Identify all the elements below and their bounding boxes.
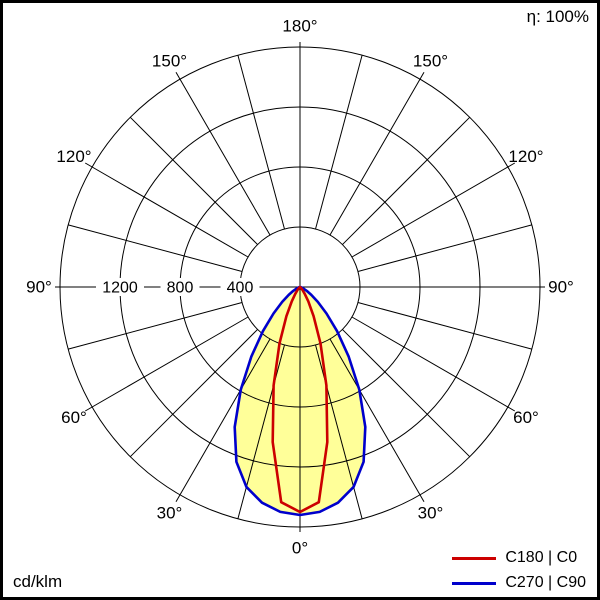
- grid-spoke: [351, 316, 516, 412]
- angle-label: 90°: [548, 278, 574, 297]
- grid-spoke: [315, 344, 363, 519]
- grid-spoke: [342, 329, 471, 458]
- angle-label: 150°: [413, 52, 448, 71]
- grid-spoke: [357, 224, 532, 272]
- grid-spoke: [237, 344, 285, 519]
- grid-spoke: [351, 162, 516, 258]
- grid-spoke: [342, 116, 471, 245]
- grid-spoke: [84, 162, 249, 258]
- angle-label: 120°: [56, 147, 91, 166]
- unit-label: cd/klm: [13, 572, 63, 591]
- grid-spoke: [129, 116, 258, 245]
- grid-spoke: [175, 71, 271, 236]
- ring-label-mask: [220, 278, 260, 296]
- grid-spoke: [175, 338, 271, 503]
- grid-spoke: [84, 316, 249, 412]
- grid-spoke: [329, 71, 425, 236]
- grid-spoke: [357, 302, 532, 350]
- angle-label: 0°: [292, 539, 308, 558]
- legend-swatch-c270-c90: [452, 581, 497, 585]
- angle-label: 60°: [513, 408, 539, 427]
- legend-label-c270-c90: C270 | C90: [505, 574, 586, 591]
- legend-swatch-c180-c0: [452, 556, 497, 560]
- grid-spoke: [129, 329, 258, 458]
- angle-label: 30°: [157, 504, 183, 523]
- curve-c180-c0: [271, 285, 329, 514]
- curve-c270-c90: [233, 285, 367, 517]
- grid-spoke: [237, 55, 285, 230]
- grid-spoke: [329, 338, 425, 503]
- grid-spoke: [68, 224, 243, 272]
- grid-spoke: [68, 302, 243, 350]
- angle-label: 120°: [508, 147, 543, 166]
- grid-spoke: [315, 55, 363, 230]
- legend-label-c180-c0: C180 | C0: [505, 549, 578, 566]
- legend-item-c180-c0: C180 | C0: [452, 549, 586, 567]
- angle-label: 60°: [61, 408, 87, 427]
- ring-label-mask: [160, 278, 200, 296]
- angle-label: 180°: [282, 17, 317, 36]
- ring-label: 800: [167, 280, 194, 297]
- angle-label: 150°: [152, 52, 187, 71]
- legend: C180 | C0 C270 | C90: [452, 549, 586, 592]
- efficiency-label: η: 100%: [526, 7, 589, 26]
- ring-label: 400: [227, 280, 254, 297]
- ring-label-mask: [96, 278, 144, 296]
- ring-label: 1200: [102, 280, 138, 297]
- angle-label: 30°: [418, 504, 444, 523]
- angle-label: 90°: [26, 278, 52, 297]
- legend-item-c270-c90: C270 | C90: [452, 574, 586, 592]
